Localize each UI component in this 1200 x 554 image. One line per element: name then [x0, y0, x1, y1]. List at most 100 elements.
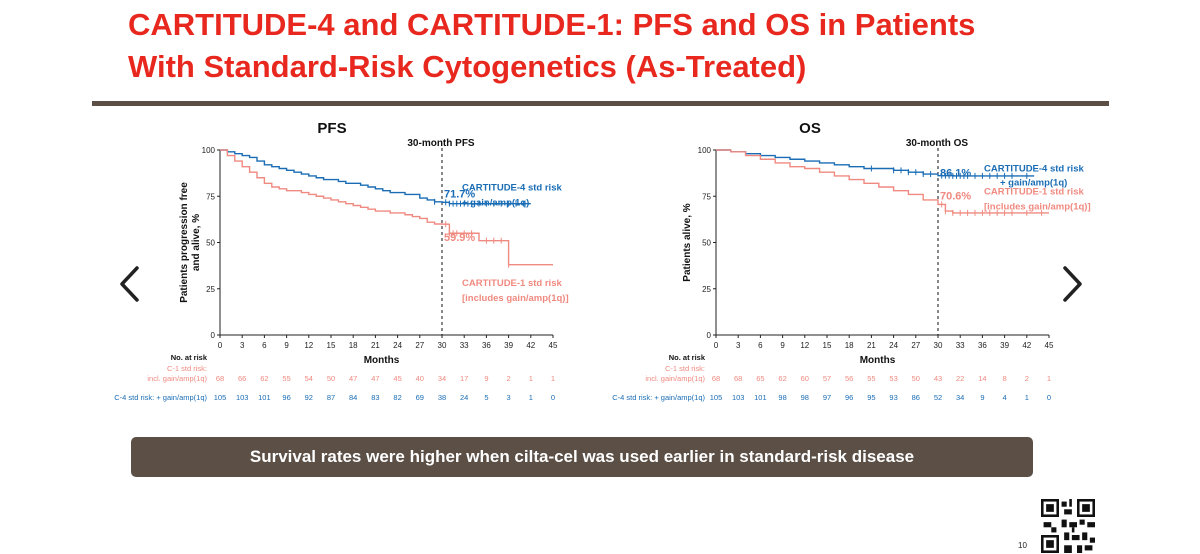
chart2-at-risk-c4-value: 9 [980, 393, 984, 402]
chart1-at-risk-c1-value: 62 [260, 374, 268, 383]
chart2-x-tick-label: 30 [934, 341, 943, 350]
next-slide-button[interactable] [1057, 262, 1087, 306]
prev-slide-button[interactable] [115, 262, 145, 306]
chart1-at-risk-c1-value: 34 [438, 374, 446, 383]
summary-banner-text: Survival rates were higher when cilta-ce… [249, 447, 915, 466]
chart2-at-risk-c4-value: 1 [1025, 393, 1029, 402]
chart2-x-tick-label: 24 [889, 341, 898, 350]
chart2-series-1-value-label: 86.1% [940, 168, 971, 180]
chart1-x-tick-label: 36 [482, 341, 491, 350]
chart1-series-1-value-label: 71.7% [444, 188, 475, 200]
chart1-series-2-legend-label: CARTITUDE-1 std risk [462, 278, 562, 289]
chart2-at-risk-c4-value: 101 [754, 393, 767, 402]
chart1-x-tick-label: 24 [393, 341, 402, 350]
chart1-x-tick-label: 21 [371, 341, 380, 350]
chart1-at-risk-c4-value: 92 [305, 393, 313, 402]
chart2-at-risk-c1-value: 68 [712, 374, 720, 383]
chart1-x-tick-label: 3 [240, 341, 245, 350]
chart2-at-risk-c4-value: 95 [867, 393, 875, 402]
chart1-at-risk-c4-value: 96 [282, 393, 290, 402]
chart1-x-axis-label: Months [364, 355, 400, 366]
title-divider [92, 101, 1109, 106]
slide-title: CARTITUDE-4 and CARTITUDE-1: PFS and OS … [128, 4, 1128, 88]
chart1-at-risk-c4-value: 38 [438, 393, 446, 402]
chart1-series-1-legend-label: CARTITUDE-4 std risk [462, 182, 562, 193]
chart2-x-tick-label: 39 [1000, 341, 1009, 350]
chart1-x-tick-label: 0 [218, 341, 223, 350]
chart2-at-risk-c4-value: 0 [1047, 393, 1051, 402]
chart2-at-risk-c1-value: 56 [845, 374, 853, 383]
chart1-y-tick-label: 50 [206, 239, 215, 248]
chart1-x-tick-label: 42 [526, 341, 535, 350]
chart1-x-tick-label: 18 [349, 341, 358, 350]
chart2-x-tick-label: 12 [800, 341, 809, 350]
chart1-at-risk-c1-label: C-1 std risk: [167, 364, 207, 373]
chart1-at-risk-c1-value: 9 [484, 374, 488, 383]
chart2-series-1-legend-label: + gain/amp(1q) [1000, 178, 1067, 189]
chevron-right-icon [1063, 266, 1082, 302]
chart2-x-tick-label: 21 [867, 341, 876, 350]
chart2-x-axis-label: Months [860, 355, 896, 366]
chart2-series-2-line [716, 149, 1049, 214]
chart2-series-2-legend-label: [includes gain/amp(1q)] [984, 201, 1091, 212]
chart1-at-risk-c1-value: 1 [529, 374, 533, 383]
page-number: 10 [1018, 541, 1027, 550]
chart2-at-risk-c4-value: 4 [1003, 393, 1007, 402]
chart1-y-tick-label: 25 [206, 285, 215, 294]
chart1-at-risk-c1-value: 68 [216, 374, 224, 383]
chart2-at-risk-c1-value: 60 [801, 374, 809, 383]
chart2-title: OS [799, 120, 821, 137]
chart2-at-risk-c4-value: 103 [732, 393, 745, 402]
chart1-series-1-legend-label: + gain/amp(1q) [462, 197, 529, 208]
chart2-at-risk-c4-value: 86 [912, 393, 920, 402]
chart1-at-risk-c4-value: 103 [236, 393, 249, 402]
chart1-x-tick-label: 45 [549, 341, 558, 350]
chart2-at-risk-c4-value: 97 [823, 393, 831, 402]
chart1-at-risk-c1-value: 47 [371, 374, 379, 383]
chart2-series-1-legend-label: CARTITUDE-4 std risk [984, 164, 1084, 175]
chart1-at-risk-c4-value: 69 [416, 393, 424, 402]
chart1-x-tick-label: 15 [327, 341, 336, 350]
chart1-at-risk-c4-value: 84 [349, 393, 357, 402]
chart2-x-tick-label: 42 [1022, 341, 1031, 350]
chart1-series-2-line [220, 149, 553, 266]
qr-code[interactable] [1041, 499, 1095, 553]
chart1-y-tick-label: 75 [206, 192, 215, 201]
summary-banner: Survival rates were higher when cilta-ce… [131, 437, 1033, 477]
chart2-at-risk-c1-value: 68 [734, 374, 742, 383]
chart2-x-tick-label: 0 [714, 341, 719, 350]
chart2-at-risk-c4-value: 52 [934, 393, 942, 402]
chart1-x-tick-label: 30 [438, 341, 447, 350]
chart2-y-tick-label: 100 [698, 146, 712, 155]
chart1-at-risk-c1-value: 40 [416, 374, 424, 383]
chart2-x-tick-label: 36 [978, 341, 987, 350]
chart2-at-risk-c1-value: 50 [912, 374, 920, 383]
chart2-at-risk-c1-label: C-1 std risk: [665, 364, 705, 373]
chart1-at-risk-c1-value: 66 [238, 374, 246, 383]
chart1-at-risk-c1-value: 1 [551, 374, 555, 383]
chart2-at-risk-c1-value: 1 [1047, 374, 1051, 383]
chart1-at-risk-c1-value: 2 [507, 374, 511, 383]
chart1-series-1-line [220, 149, 531, 205]
chart1-y-tick-label: 100 [202, 146, 216, 155]
chart1-at-risk-c4-value: 87 [327, 393, 335, 402]
chart1-x-tick-label: 27 [415, 341, 424, 350]
chart1-series-2-value-label: 59.9% [444, 232, 475, 244]
chart1-at-risk-c1-value: 50 [327, 374, 335, 383]
chart2-at-risk-c1-value: 43 [934, 374, 942, 383]
chart2-at-risk-c1-value: 62 [778, 374, 786, 383]
chart2-y-axis-label: Patients alive, % [682, 203, 693, 281]
chart2-at-risk-c4-value: 105 [710, 393, 723, 402]
chart1-at-risk-c4-value: 24 [460, 393, 468, 402]
chart2-x-tick-label: 9 [780, 341, 785, 350]
chart2-at-risk-c4-value: 98 [778, 393, 786, 402]
chart1-at-risk-c4-value: 83 [371, 393, 379, 402]
chart1-at-risk-c1-value: 54 [305, 374, 313, 383]
chart2-at-risk-c1-value: 65 [756, 374, 764, 383]
chart1-x-tick-label: 12 [304, 341, 313, 350]
chart1-at-risk-c4-value: 82 [393, 393, 401, 402]
chart2-at-risk-c1-value: 14 [978, 374, 986, 383]
slide-title-line-1: CARTITUDE-4 and CARTITUDE-1: PFS and OS … [128, 7, 976, 42]
chart2-at-risk-c4-value: 98 [801, 393, 809, 402]
chart2-at-risk-c1-value: 8 [1003, 374, 1007, 383]
